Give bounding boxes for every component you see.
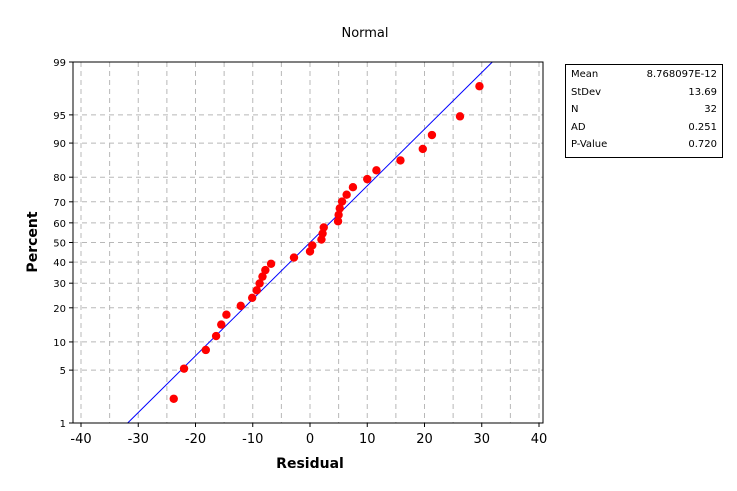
stat-row-stdev: StDev 13.69 bbox=[566, 84, 722, 102]
x-tick-label: 20 bbox=[416, 432, 433, 447]
data-point bbox=[333, 217, 343, 226]
data-point bbox=[289, 253, 299, 262]
data-point bbox=[396, 156, 405, 165]
data-point bbox=[319, 223, 328, 232]
stat-label: Mean bbox=[571, 69, 599, 80]
data-point bbox=[252, 286, 261, 295]
y-tick-label: 60 bbox=[53, 219, 66, 230]
plot-frame bbox=[72, 61, 544, 424]
data-point bbox=[363, 174, 372, 184]
y-tick-label: 1 bbox=[60, 419, 66, 430]
y-tick-label: 50 bbox=[53, 239, 66, 250]
stat-value: 13.69 bbox=[688, 86, 717, 98]
y-tick-label: 5 bbox=[60, 366, 66, 377]
data-point bbox=[372, 166, 381, 175]
y-tick-label: 95 bbox=[53, 111, 66, 122]
data-point bbox=[236, 301, 245, 311]
data-point bbox=[342, 190, 351, 199]
y-tick-label: 30 bbox=[53, 279, 66, 290]
data-point bbox=[335, 204, 344, 213]
data-point bbox=[427, 130, 437, 140]
y-tick-label: 99 bbox=[53, 58, 66, 69]
data-point bbox=[261, 265, 270, 275]
stat-label: N bbox=[571, 104, 579, 115]
stat-value: 8.768097E-12 bbox=[646, 69, 717, 80]
data-point bbox=[266, 259, 276, 268]
stat-row-mean: Mean 8.768097E-12 bbox=[566, 66, 722, 84]
x-tick-label: 0 bbox=[306, 432, 314, 447]
x-tick-label: -30 bbox=[128, 432, 149, 447]
x-tick-label: -40 bbox=[70, 432, 91, 447]
data-point bbox=[334, 210, 343, 220]
data-point bbox=[475, 82, 484, 91]
statistics-box: Mean 8.768097E-12 StDev 13.69 N 32 AD 0.251 … bbox=[565, 64, 723, 158]
y-tick-label: 70 bbox=[53, 198, 66, 209]
stat-row-n: N 32 bbox=[566, 101, 722, 119]
x-axis-label: Residual bbox=[276, 456, 344, 472]
stat-value: 0.720 bbox=[688, 139, 717, 150]
y-tick-label: 10 bbox=[53, 338, 66, 349]
data-point bbox=[418, 144, 427, 154]
y-tick-label: 90 bbox=[53, 139, 66, 150]
x-tick-label: -20 bbox=[185, 432, 206, 447]
x-tick-label: 10 bbox=[359, 432, 376, 447]
stat-label: P-Value bbox=[571, 139, 608, 150]
data-point bbox=[217, 320, 226, 329]
data-point bbox=[337, 197, 347, 206]
stat-label: AD bbox=[571, 121, 586, 133]
stat-value: 0.251 bbox=[688, 121, 717, 133]
data-point bbox=[455, 112, 465, 121]
y-tick-label: 20 bbox=[53, 304, 66, 315]
data-point bbox=[308, 241, 317, 250]
x-tick-label: -10 bbox=[242, 432, 263, 447]
y-axis-label: Percent bbox=[25, 211, 41, 272]
data-point bbox=[179, 364, 189, 373]
x-tick-label: 40 bbox=[531, 432, 548, 447]
data-point bbox=[201, 345, 211, 355]
stat-row-ad: AD 0.251 bbox=[566, 119, 722, 137]
stat-label: StDev bbox=[571, 86, 602, 98]
y-tick-label: 80 bbox=[53, 173, 66, 184]
data-point bbox=[247, 293, 257, 303]
data-point bbox=[348, 182, 358, 192]
data-point bbox=[258, 272, 267, 281]
data-point bbox=[255, 279, 264, 288]
chart-title: Normal bbox=[341, 26, 388, 41]
data-point bbox=[211, 331, 221, 341]
data-point bbox=[222, 310, 231, 319]
stat-value: 32 bbox=[704, 104, 717, 115]
data-point bbox=[169, 394, 178, 403]
y-tick-label: 40 bbox=[53, 258, 66, 269]
x-tick-label: 30 bbox=[473, 432, 490, 447]
stat-row-p-value: P-Value 0.720 bbox=[566, 136, 722, 154]
